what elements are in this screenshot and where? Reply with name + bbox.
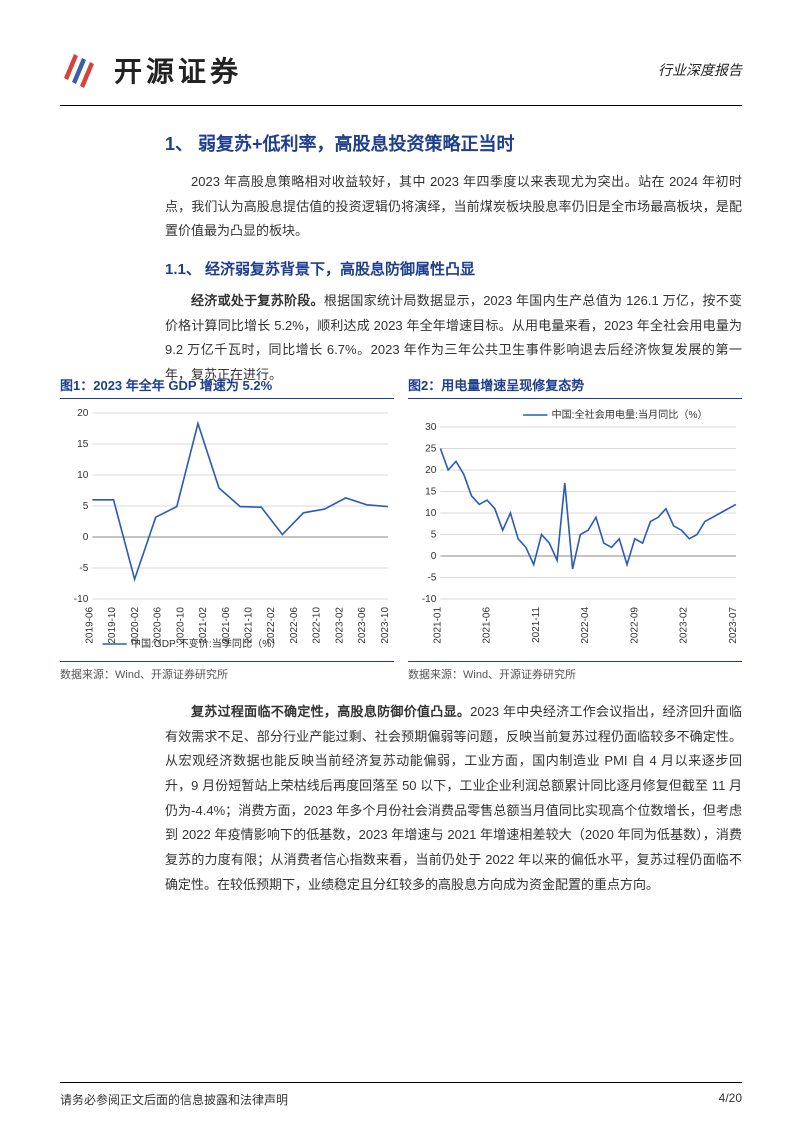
paragraph-1: 2023 年高股息策略相对收益较好，其中 2023 年四季度以来表现尤为突出。站…: [165, 170, 742, 244]
svg-text:2022-04: 2022-04: [580, 607, 591, 644]
svg-text:中国:GDP:不变价:当季同比（%）: 中国:GDP:不变价:当季同比（%）: [131, 637, 282, 650]
footer-rule: [60, 1082, 742, 1083]
page: 开源证券 行业深度报告 1、 弱复苏+低利率，高股息投资策略正当时 2023 年…: [0, 0, 802, 1133]
svg-text:2022-06: 2022-06: [289, 607, 300, 644]
svg-text:25: 25: [425, 444, 437, 455]
svg-text:15: 15: [77, 439, 89, 450]
svg-text:-5: -5: [79, 563, 88, 574]
content-lower: 复苏过程面临不确定性，高股息防御价值凸显。2023 年中央经济工作会议指出，经济…: [165, 700, 742, 908]
section-heading-1: 1、 弱复苏+低利率，高股息投资策略正当时: [165, 130, 742, 156]
figure-2-source: 数据来源：Wind、开源证券研究所: [408, 661, 742, 682]
svg-text:2023-06: 2023-06: [357, 607, 368, 644]
svg-text:2021-01: 2021-01: [432, 607, 443, 644]
svg-text:2021-06: 2021-06: [482, 607, 493, 644]
svg-text:5: 5: [431, 530, 437, 541]
paragraph-3-lead: 复苏过程面临不确定性，高股息防御价值凸显。: [191, 704, 470, 719]
logo-block: 开源证券: [60, 48, 242, 92]
svg-text:2023-02: 2023-02: [334, 607, 345, 644]
paragraph-3: 复苏过程面临不确定性，高股息防御价值凸显。2023 年中央经济工作会议指出，经济…: [165, 700, 742, 898]
svg-text:30: 30: [425, 422, 437, 433]
figure-2-chart: -10 -5 0 5 10 15 20 25 30 2021-01 2021-06 2021-11 20…: [408, 405, 742, 655]
svg-text:中国:全社会用电量:当月同比（%）: 中国:全社会用电量:当月同比（%）: [551, 408, 707, 421]
footer-disclaimer: 请务必参阅正文后面的信息披露和法律声明: [60, 1091, 288, 1108]
paragraph-3-body: 2023 年中央经济工作会议指出，经济回升面临有效需求不足、部分行业产能过剩、社…: [165, 704, 742, 892]
figure-1-source: 数据来源：Wind、开源证券研究所: [60, 661, 394, 682]
svg-text:2023-02: 2023-02: [679, 607, 690, 644]
doc-type-label: 行业深度报告: [658, 60, 742, 80]
svg-text:5: 5: [83, 501, 89, 512]
svg-text:0: 0: [431, 551, 437, 562]
svg-text:0: 0: [83, 532, 89, 543]
svg-text:2023-10: 2023-10: [380, 607, 391, 644]
svg-text:2023-07: 2023-07: [728, 607, 739, 644]
figure-1: 图1：2023 年全年 GDP 增速为 5.2% -10 -5 0 5 10 15 20 20…: [60, 375, 394, 682]
svg-text:2019-10: 2019-10: [107, 607, 118, 644]
section-heading-1-1: 1.1、 经济弱复苏背景下，高股息防御属性凸显: [165, 258, 742, 279]
svg-text:2022-09: 2022-09: [629, 607, 640, 644]
page-header: 开源证券 行业深度报告: [60, 40, 742, 100]
svg-text:2022-10: 2022-10: [312, 607, 323, 644]
figure-1-chart: -10-5051015202019-062019-102020-022020-0…: [60, 405, 394, 655]
figure-2-title: 图2：用电量增速呈现修复态势: [408, 375, 742, 399]
svg-text:-10: -10: [422, 594, 437, 605]
svg-text:-5: -5: [427, 573, 436, 584]
footer-page-number: 4/20: [719, 1091, 742, 1108]
header-rule: [60, 105, 742, 106]
svg-text:20: 20: [77, 408, 89, 419]
logo-icon: [60, 48, 104, 92]
svg-text:20: 20: [425, 465, 437, 476]
figure-2: 图2：用电量增速呈现修复态势 -10 -5 0 5 10 15 20 25 30 2021-01 2…: [408, 375, 742, 682]
page-footer: 请务必参阅正文后面的信息披露和法律声明 4/20: [60, 1091, 742, 1108]
svg-text:10: 10: [77, 470, 89, 481]
svg-text:-10: -10: [74, 594, 89, 605]
paragraph-2-lead: 经济或处于复苏阶段。: [191, 293, 324, 308]
figure-1-title: 图1：2023 年全年 GDP 增速为 5.2%: [60, 375, 394, 399]
logo-text: 开源证券: [114, 50, 242, 90]
svg-text:2019-06: 2019-06: [84, 607, 95, 644]
content-upper: 1、 弱复苏+低利率，高股息投资策略正当时 2023 年高股息策略相对收益较好，…: [165, 130, 742, 398]
paragraph-2: 经济或处于复苏阶段。根据国家统计局数据显示，2023 年国内生产总值为 126.…: [165, 289, 742, 388]
figures-row: 图1：2023 年全年 GDP 增速为 5.2% -10 -5 0 5 10 15 20 20…: [60, 375, 742, 682]
svg-text:15: 15: [425, 487, 437, 498]
svg-text:2021-11: 2021-11: [531, 607, 542, 643]
svg-text:10: 10: [425, 508, 437, 519]
